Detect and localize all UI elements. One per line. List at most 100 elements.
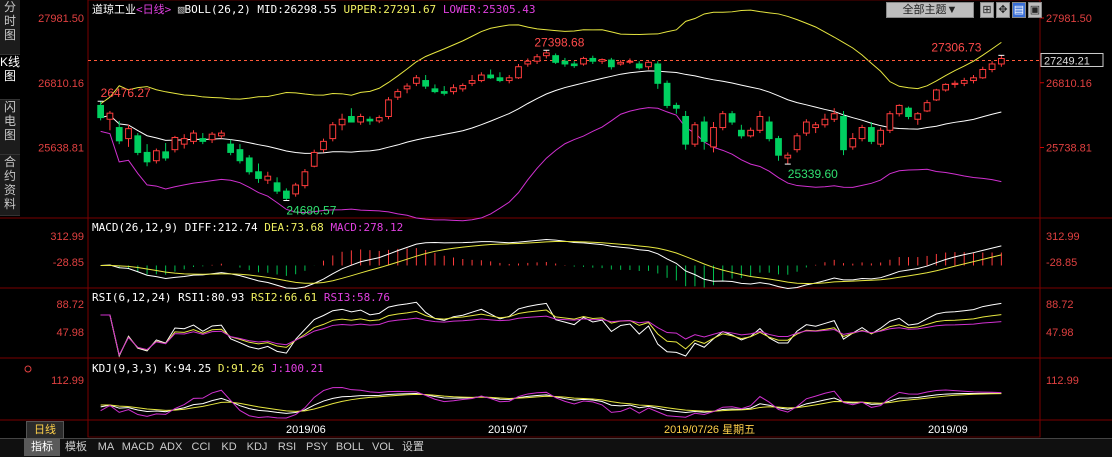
rsi-tick-label: 88.72 <box>56 299 84 311</box>
candle-body <box>542 52 550 57</box>
main-header: 道琼工业<日线> ▧BOLL(26,2) MID:26298.55 UPPER:… <box>92 1 536 17</box>
candle-body <box>171 136 179 151</box>
candle-body <box>190 132 197 142</box>
indicator-tab-ma[interactable]: MA <box>97 441 115 453</box>
candle-body <box>394 91 402 98</box>
move-icon[interactable]: ✥ <box>996 2 1010 18</box>
candle-body <box>997 57 1005 65</box>
indicator-tab-模板[interactable]: 模板 <box>65 441 87 453</box>
candle-body <box>106 112 114 120</box>
candle-body <box>431 88 439 93</box>
candle-body <box>710 127 717 148</box>
candle-body <box>561 60 569 65</box>
theme-dropdown[interactable]: 全部主题▼ <box>886 2 974 18</box>
period-tab[interactable]: 日线 <box>26 421 64 439</box>
macd-dea-line <box>100 240 1002 285</box>
indicator-tab-cci[interactable]: CCI <box>191 441 211 453</box>
candle-body <box>477 74 485 82</box>
candle-body <box>932 89 940 101</box>
candle-body <box>700 121 708 142</box>
macd-header: MACD(26,12,9) DIFF:212.74 DEA:73.68 MACD… <box>92 221 403 234</box>
candle-body <box>728 113 736 123</box>
zoom-icon[interactable]: ⊞ <box>980 2 994 18</box>
extreme-label: 27306.73 <box>931 40 981 54</box>
candle-body <box>217 132 225 137</box>
candle-body <box>598 59 606 62</box>
kdj-settings-icon <box>24 365 32 373</box>
kdj-j-line <box>100 386 1002 419</box>
sidebar-tab-timeshare[interactable]: 分时图 <box>0 0 20 55</box>
x-axis-label: 2019/07 <box>488 424 528 436</box>
boll-lower: LOWER:25305.43 <box>442 3 536 16</box>
layout-icon[interactable]: ▤ <box>1012 2 1026 18</box>
candle-body <box>292 184 300 195</box>
candle-body <box>162 151 170 159</box>
candle-body <box>821 118 829 126</box>
candle-body <box>329 124 337 140</box>
candle-body <box>338 118 346 126</box>
boll-upper-line <box>100 9 1002 105</box>
macd-tick-label: -28.85 <box>53 257 84 269</box>
indicator-tab-psy[interactable]: PSY <box>305 441 328 453</box>
boll-icon: ▧ <box>177 3 185 16</box>
indicator-tab-kd[interactable]: KD <box>221 441 237 453</box>
candle-body <box>979 68 987 79</box>
extreme-label: 26476.27 <box>101 86 151 100</box>
macd-dea: DEA:73.68 <box>264 221 324 234</box>
candle-body <box>97 104 105 119</box>
indicator-tab-设置[interactable]: 设置 <box>402 441 424 453</box>
theme-dropdown-label: 全部主题▼ <box>902 4 958 16</box>
candle-body <box>635 63 643 69</box>
sidebar-tab-flash[interactable]: 闪电图 <box>0 100 20 155</box>
candle-body <box>180 138 188 145</box>
candle-body <box>793 135 801 151</box>
candle-body <box>152 150 160 162</box>
candle-body <box>115 127 123 142</box>
indicator-tab-adx[interactable]: ADX <box>159 441 183 453</box>
candle-body <box>849 138 857 148</box>
candle-body <box>366 118 374 122</box>
macd-value: MACD:278.12 <box>330 221 404 234</box>
candle-body <box>737 129 745 137</box>
window-icon[interactable]: ▣ <box>1028 2 1042 18</box>
sidebar-tab-contract-info[interactable]: 合约资料 <box>0 155 20 216</box>
candle-body <box>654 63 662 84</box>
indicator-tab-rsi[interactable]: RSI <box>277 441 297 453</box>
candle-body <box>905 107 912 117</box>
indicator-tab-指标[interactable]: 指标 <box>24 438 60 456</box>
candle-body <box>134 135 142 153</box>
rsi1-value: RSI1:80.93 <box>178 291 245 304</box>
macd-tick-label: 312.99 <box>50 231 84 243</box>
candle-body <box>459 85 467 90</box>
extreme-label: 27398.68 <box>534 35 584 49</box>
kdj-k: K:94.25 <box>164 362 212 375</box>
candle-body <box>255 171 262 179</box>
candle-body <box>375 117 383 122</box>
candle-body <box>970 77 977 82</box>
rsi-tick-label-right: 88.72 <box>1046 299 1074 311</box>
candle-body <box>273 182 281 192</box>
rsi2-line <box>100 309 1002 357</box>
indicator-tab-vol[interactable]: VOL <box>371 441 394 453</box>
indicator-tab-boll[interactable]: BOLL <box>335 441 365 453</box>
candle-body <box>440 91 448 94</box>
sidebar-tab-kline[interactable]: K线图 <box>0 55 20 100</box>
indicator-tab-kdj[interactable]: KDJ <box>246 441 268 453</box>
candle-body <box>264 175 272 181</box>
candle-body <box>960 80 968 84</box>
rsi1-line <box>100 301 1002 358</box>
candle-body <box>125 128 132 140</box>
candle-body <box>143 151 151 163</box>
candle-body <box>672 104 680 109</box>
period-label: <日线> <box>136 3 172 16</box>
candle-body <box>867 127 875 142</box>
rsi3-line <box>100 314 1002 357</box>
rsi-tick-label-right: 47.98 <box>1046 327 1074 339</box>
candle-body <box>607 59 615 68</box>
candle-body <box>719 113 727 129</box>
candle-body <box>840 115 847 151</box>
rsi-tick-label: 47.98 <box>56 327 84 339</box>
indicator-tab-macd[interactable]: MACD <box>121 441 155 453</box>
boll-upper: UPPER:27291.67 <box>343 3 437 16</box>
